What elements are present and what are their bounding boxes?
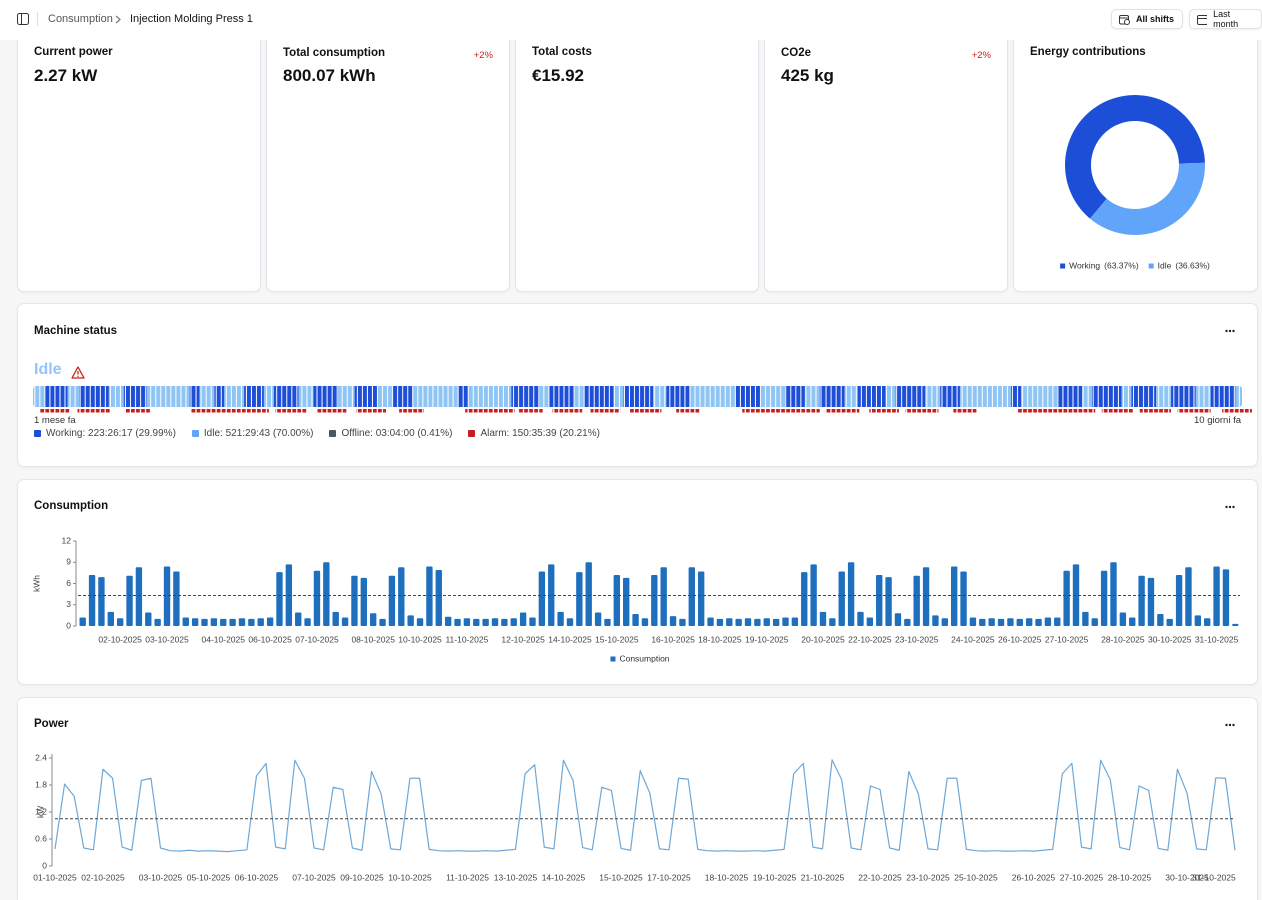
sidebar-toggle[interactable] [17, 13, 29, 25]
status-card: Machine status Idle 1 mese fa 10 giorni … [17, 303, 1258, 467]
kpi-card: Total costs €15.92 [515, 24, 759, 292]
card-title: Machine status [34, 325, 118, 337]
card-title: Power [34, 718, 69, 730]
kpi-change: +2% [971, 50, 991, 61]
period-button[interactable]: Last month [1189, 9, 1262, 29]
legend-item: Idle: 521:29:43 (70.00%) [191, 428, 314, 439]
kpi-value: €15.92 [532, 66, 584, 85]
legend-item: Working: 223:26:17 (29.99%) [34, 428, 176, 439]
alert-icon [71, 366, 85, 379]
breadcrumb-current: Injection Molding Press 1 [130, 13, 253, 25]
separator [37, 12, 38, 26]
kpi-value: 2.27 kW [34, 66, 98, 85]
menu-button[interactable] [1225, 505, 1235, 509]
legend-swatch [34, 430, 41, 437]
legend-item: Alarm: 150:35:39 (20.21%) [468, 428, 600, 439]
kpi-title: Total consumption [283, 47, 386, 59]
header: Consumption Injection Molding Press 1 Al… [0, 0, 1262, 40]
button-label: Last month [1213, 9, 1239, 29]
donut-card: Energy contributions [1013, 24, 1258, 292]
kpi-value: 800.07 kWh [283, 66, 376, 85]
calendar-icon [1119, 14, 1130, 25]
legend-item: Offline: 03:04:00 (0.41%) [329, 428, 452, 439]
timeline-end: 10 giorni fa [1193, 415, 1241, 426]
legend-label: Idle: 521:29:43 (70.00%) [203, 428, 314, 439]
chevron [115, 15, 121, 24]
legend-label: Alarm: 150:35:39 (20.21%) [480, 428, 600, 439]
shift-button[interactable]: All shifts [1111, 9, 1183, 29]
calendar-icon [1197, 14, 1208, 25]
kpi-card: Current power 2.27 kW [17, 24, 261, 292]
power-card: Power [17, 697, 1258, 900]
kpi-card: Total consumption +2% 800.07 kWh [266, 24, 510, 292]
kpi-title: Total costs [532, 46, 592, 58]
legend-label: Working: 223:26:17 (29.99%) [46, 428, 176, 439]
status-legend: Working: 223:26:17 (29.99%) Idle: 521:29:… [34, 428, 600, 439]
kpi-title: CO2e [781, 47, 812, 59]
card-title: Energy contributions [1030, 46, 1146, 58]
consumption-card: Consumption [17, 479, 1258, 685]
breadcrumb-link[interactable]: Consumption [48, 13, 113, 25]
card-title: Consumption [34, 500, 109, 512]
legend-swatch [191, 430, 199, 437]
kpi-change: +2% [473, 50, 493, 61]
menu-button[interactable] [1225, 723, 1235, 727]
kpi-title: Current power [34, 46, 113, 58]
menu-button[interactable] [1225, 329, 1235, 333]
kpi-value: 425 kg [781, 66, 834, 85]
legend-swatch [468, 430, 476, 437]
timeline-start: 1 mese fa [34, 415, 76, 426]
button-label: All shifts [1136, 14, 1175, 24]
kpi-card: CO2e +2% 425 kg [764, 24, 1008, 292]
legend-swatch [329, 430, 337, 437]
legend-label: Offline: 03:04:00 (0.41%) [341, 428, 453, 439]
current-state: Idle [34, 361, 62, 378]
